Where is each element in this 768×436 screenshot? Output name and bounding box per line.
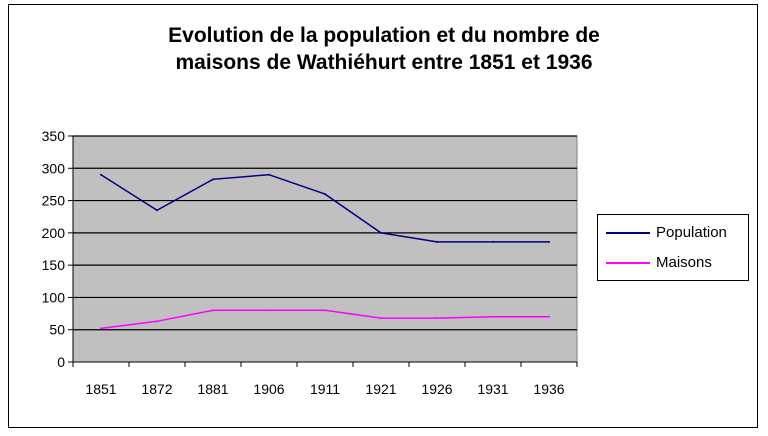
- data-point-maisons-1906: [268, 309, 270, 312]
- x-tick-label-1926: 1926: [421, 381, 452, 397]
- data-point-population-1906: [268, 173, 270, 176]
- data-point-maisons-1872: [156, 320, 158, 323]
- data-point-maisons-1921: [380, 317, 382, 320]
- data-point-population-1851: [100, 173, 102, 176]
- x-tick-label-1851: 1851: [85, 381, 116, 397]
- data-point-population-1872: [156, 209, 158, 212]
- legend-item-maisons: Maisons: [606, 253, 746, 273]
- data-point-population-1931: [492, 240, 494, 243]
- data-point-population-1926: [436, 240, 438, 243]
- y-tick-label-250: 250: [42, 193, 66, 209]
- data-point-maisons-1851: [100, 327, 102, 330]
- legend-label-population: Population: [656, 224, 727, 241]
- legend-item-population: Population: [606, 223, 746, 243]
- legend: Population Maisons: [597, 214, 749, 281]
- data-point-population-1921: [380, 231, 382, 234]
- x-tick-label-1872: 1872: [141, 381, 172, 397]
- y-tick-label-150: 150: [42, 257, 66, 273]
- data-point-population-1881: [212, 178, 214, 181]
- chart-title-line-2: maisons de Wathiéhurt entre 1851 et 1936: [175, 51, 593, 74]
- y-tick-label-200: 200: [42, 225, 66, 241]
- x-tick-label-1931: 1931: [477, 381, 508, 397]
- y-tick-label-300: 300: [42, 160, 66, 176]
- data-point-population-1936: [548, 240, 550, 243]
- y-tick-label-0: 0: [57, 354, 65, 370]
- data-point-maisons-1931: [492, 315, 494, 318]
- data-point-maisons-1926: [436, 317, 438, 320]
- data-point-maisons-1911: [324, 309, 326, 312]
- legend-swatch-population: [606, 232, 650, 234]
- chart-title: Evolution de la population et du nombre …: [0, 22, 768, 76]
- y-tick-label-350: 350: [42, 128, 66, 144]
- x-tick-label-1911: 1911: [310, 381, 340, 397]
- data-point-maisons-1881: [212, 309, 214, 312]
- chart-title-line-1: Evolution de la population et du nombre …: [168, 24, 600, 47]
- legend-swatch-maisons: [606, 262, 650, 264]
- x-tick-label-1936: 1936: [533, 381, 564, 397]
- y-tick-label-100: 100: [42, 289, 66, 305]
- data-point-population-1911: [324, 193, 326, 196]
- data-point-maisons-1936: [548, 315, 550, 318]
- plot-area: [72, 135, 578, 363]
- x-tick-label-1921: 1921: [365, 381, 396, 397]
- legend-label-maisons: Maisons: [656, 254, 712, 271]
- x-tick-label-1881: 1881: [197, 381, 228, 397]
- y-tick-label-50: 50: [49, 322, 65, 338]
- x-tick-label-1906: 1906: [253, 381, 284, 397]
